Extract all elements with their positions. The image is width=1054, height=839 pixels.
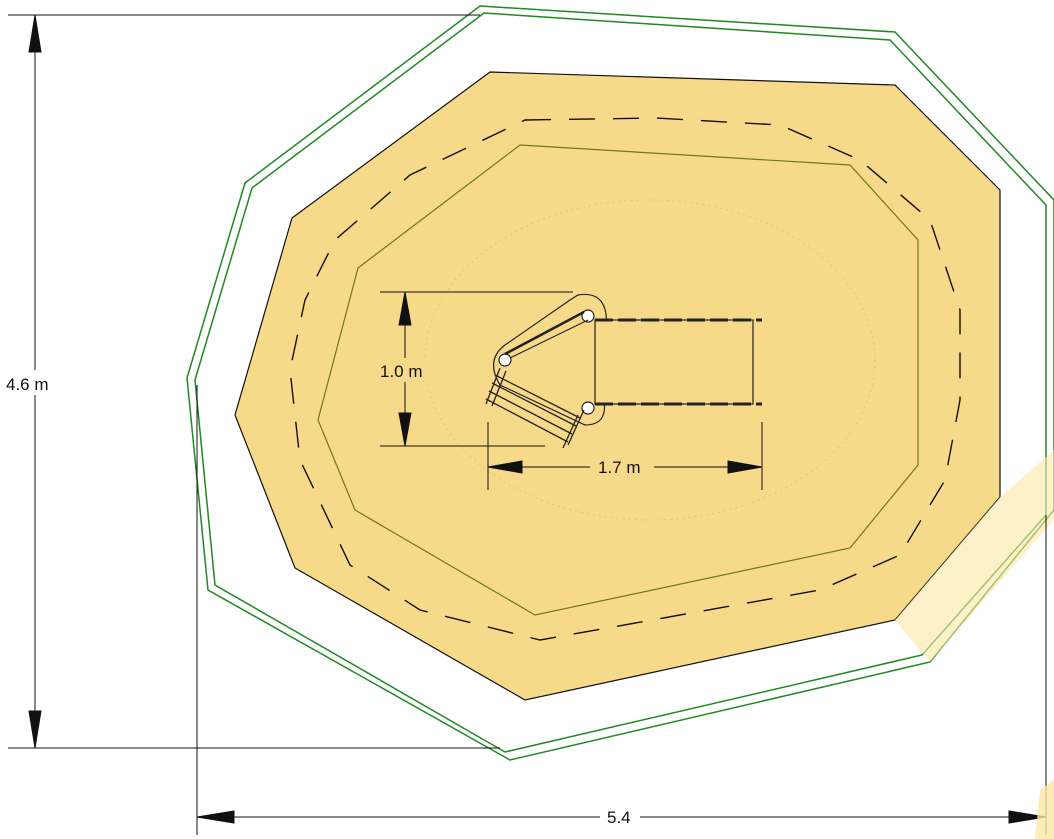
- climbing-steps: [485, 367, 585, 449]
- inner-zone-line: [317, 144, 919, 616]
- equipment-depth-label: 1.0 m: [380, 362, 423, 381]
- height-label: 4.6 m: [6, 375, 49, 394]
- equipment-footprint-dotted: [424, 199, 876, 521]
- dimension-equipment-length: [487, 422, 763, 490]
- post: [581, 401, 595, 415]
- post: [581, 309, 595, 323]
- platform-rail: [509, 319, 589, 359]
- corner-glow: [1035, 780, 1054, 839]
- width-label: 5.4: [607, 808, 631, 827]
- surface-shading: [895, 450, 1054, 662]
- dimension-equipment-depth: [380, 291, 573, 447]
- post: [498, 353, 512, 367]
- slide-bed: [594, 319, 754, 405]
- boundary-outer-line: [186, 5, 1054, 761]
- free-space-dashed-line: [289, 117, 961, 641]
- play-equipment: [485, 293, 762, 449]
- boundary-inner-line: [194, 12, 1047, 753]
- equipment-length-label: 1.7 m: [598, 458, 641, 477]
- dimension-height: [8, 14, 500, 749]
- fall-zone-boundary: [186, 5, 1054, 761]
- platform-rail: [504, 310, 585, 356]
- dimension-width: [196, 385, 1047, 835]
- platform-outline: [493, 293, 608, 426]
